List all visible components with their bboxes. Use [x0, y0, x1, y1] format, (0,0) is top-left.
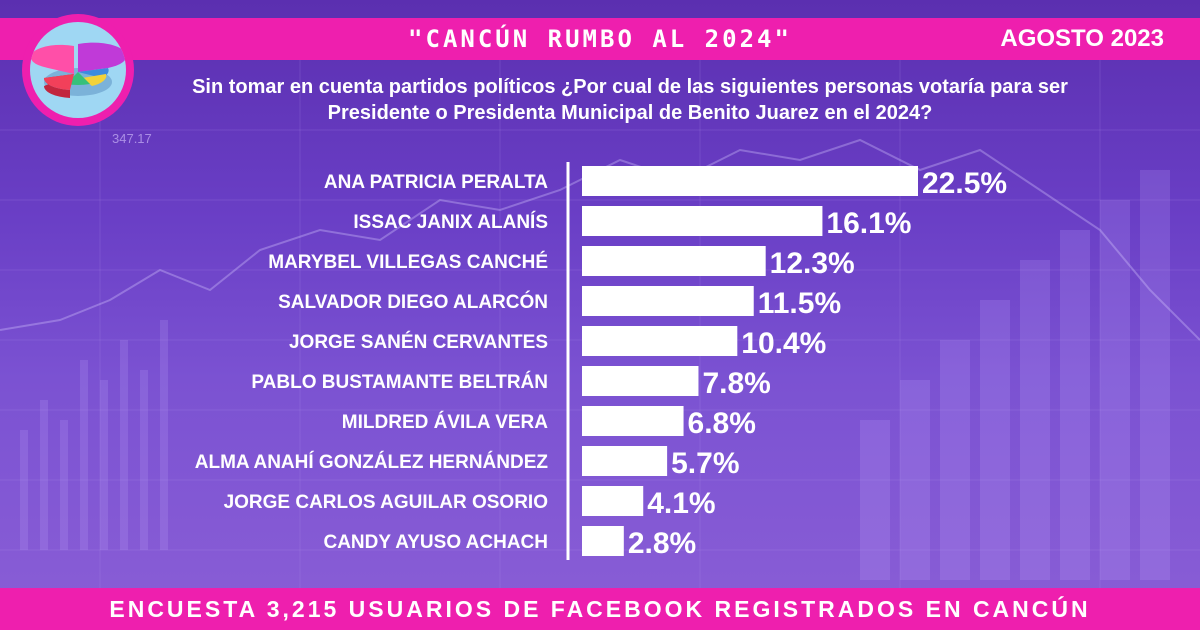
category-label: CANDY AYUSO ACHACH	[323, 532, 548, 553]
bar	[582, 246, 766, 276]
category-label: JORGE SANÉN CERVANTES	[289, 331, 548, 353]
survey-source: ENCUESTA 3,215 USUARIOS DE FACEBOOK REGI…	[109, 596, 1091, 622]
bar	[582, 206, 823, 236]
value-label: 11.5%	[758, 287, 841, 320]
survey-date: AGOSTO 2023	[1000, 25, 1164, 52]
category-label: JORGE CARLOS AGUILAR OSORIO	[224, 492, 548, 513]
header-bar: "CANCÚN RUMBO AL 2024" AGOSTO 2023	[0, 18, 1200, 60]
value-label: 6.8%	[688, 407, 756, 440]
category-label: SALVADOR DIEGO ALARCÓN	[278, 291, 548, 313]
value-label: 16.1%	[826, 207, 911, 240]
page-title: "CANCÚN RUMBO AL 2024"	[408, 25, 792, 53]
category-label: MARYBEL VILLEGAS CANCHÉ	[268, 251, 548, 273]
value-label: 2.8%	[628, 527, 696, 560]
category-label: ANA PATRICIA PERALTA	[324, 172, 548, 193]
value-label: 22.5%	[922, 167, 1007, 200]
value-label: 7.8%	[702, 367, 770, 400]
category-label: PABLO BUSTAMANTE BELTRÁN	[251, 371, 548, 393]
bar	[582, 366, 699, 396]
value-label: 12.3%	[770, 247, 855, 280]
value-label: 4.1%	[647, 487, 715, 520]
category-label: ISSAC JANIX ALANÍS	[353, 211, 548, 233]
pie-chart-logo-icon	[22, 14, 134, 126]
bar	[582, 286, 754, 316]
value-label: 10.4%	[741, 327, 826, 360]
category-label: ALMA ANAHÍ GONZÁLEZ HERNÁNDEZ	[195, 451, 549, 473]
category-label: MILDRED ÁVILA VERA	[342, 411, 548, 433]
survey-question: Sin tomar en cuenta partidos políticos ¿…	[192, 76, 1068, 124]
bar	[582, 166, 918, 196]
footer-bar: ENCUESTA 3,215 USUARIOS DE FACEBOOK REGI…	[0, 588, 1200, 630]
value-label: 5.7%	[671, 447, 739, 480]
bar	[582, 486, 644, 516]
bar	[582, 406, 684, 436]
ticker-text: 347.17	[112, 131, 152, 146]
bar	[582, 446, 668, 476]
bar	[582, 526, 624, 556]
bar	[582, 326, 738, 356]
